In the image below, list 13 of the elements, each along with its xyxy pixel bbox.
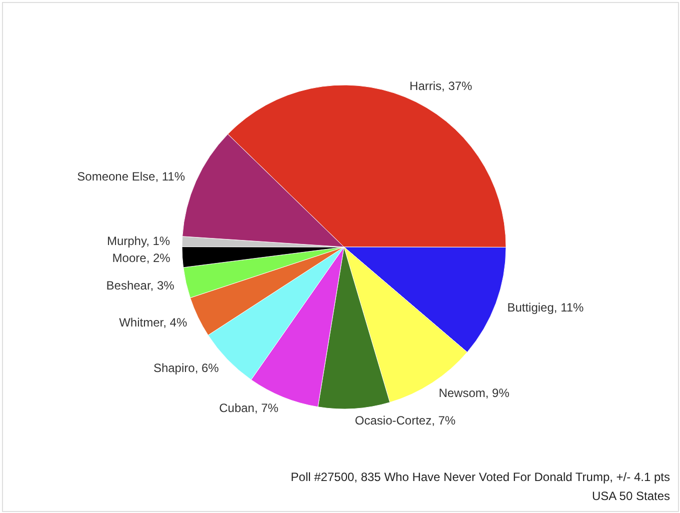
slice-label: Whitmer, 4% [119,315,188,330]
slice-label: Ocasio-Cortez, 7% [354,414,456,428]
slice-label: Cuban, 7% [219,401,279,416]
slice-label: Someone Else, 11% [77,169,186,184]
slice-label: Beshear, 3% [106,278,175,292]
slice-label: Murphy, 1% [106,234,170,248]
text: Poll #27500, 835 Who Have Never Voted For Donald Trump, +/- 4.1 pts [290,470,670,484]
slice-label: Harris, 37% [410,78,473,93]
slice-label: Newsom, 9% [438,386,510,400]
slice-label: Shapiro, 6% [153,360,220,375]
text: USA 50 States [592,489,670,503]
slice-label: Moore, 2% [112,250,171,265]
slice-label: Buttigieg, 11% [507,300,584,314]
